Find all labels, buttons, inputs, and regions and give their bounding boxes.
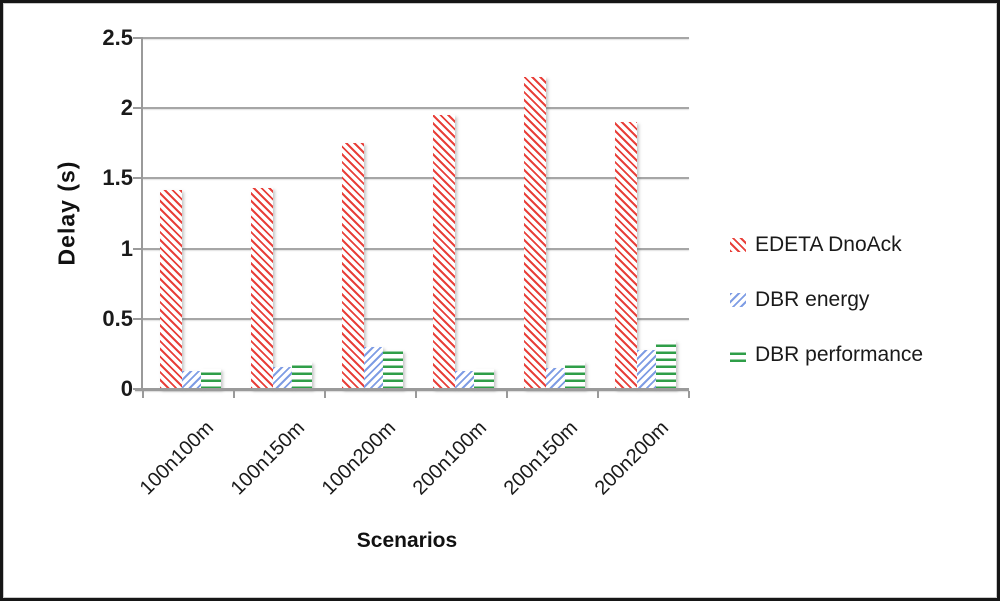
y-tick-mark [133, 177, 143, 180]
y-tick-label: 2.5 [102, 25, 133, 50]
gridline [143, 107, 689, 110]
bar-edeta-dnoack-100n150m [251, 188, 273, 389]
bar-edeta-dnoack-200n100m [433, 115, 455, 389]
bar-edeta-dnoack-200n200m [615, 122, 637, 389]
x-tick-mark [142, 391, 144, 398]
legend-label: DBR performance [755, 343, 924, 366]
legend-label: EDETA DnoAck [755, 233, 902, 256]
x-category-label: 200n200m [590, 417, 674, 500]
y-tick-mark [133, 37, 143, 39]
y-tick-mark [133, 317, 143, 320]
gridline [143, 177, 689, 180]
legend-swatch-icon [730, 238, 746, 252]
bar-dbr-performance-200n150m [565, 362, 585, 389]
y-axis-title: Delay (s) [53, 160, 80, 266]
y-axis-line [141, 37, 143, 390]
bar-dbr-performance-200n200m [656, 341, 676, 389]
y-tick-label: 2 [120, 95, 133, 121]
x-tick-mark [688, 391, 690, 398]
x-tick-mark [324, 391, 326, 398]
x-tick-mark [415, 391, 417, 398]
legend-item-dbr-performance: DBR performance [730, 342, 923, 368]
gridline [143, 37, 689, 39]
x-category-label: 200n150m [499, 417, 583, 500]
legend-swatch-icon [730, 293, 746, 307]
x-category-label: 100n150m [226, 417, 310, 500]
legend-item-edeta-dnoack: EDETA DnoAck [730, 232, 923, 258]
y-tick-mark [133, 247, 143, 250]
legend: EDETA DnoAck DBR energy DBR performance [730, 232, 923, 397]
gridline [143, 247, 689, 250]
y-tick-label: 0 [120, 376, 133, 401]
x-tick-mark [233, 391, 235, 398]
x-category-label: 100n200m [317, 417, 401, 500]
y-tick-label: 1 [120, 235, 133, 261]
legend-swatch-icon [730, 348, 746, 362]
chart-canvas: 0 0.5 1 1.5 2 2.5 100n100m 100n150m 100n200m 200n… [3, 3, 997, 598]
bar-dbr-performance-100n100m [201, 369, 221, 389]
bar-dbr-energy-200n150m [546, 368, 565, 389]
x-tick-mark [506, 391, 508, 398]
bar-dbr-energy-200n100m [455, 371, 474, 389]
bar-dbr-energy-100n100m [182, 371, 201, 389]
bar-dbr-energy-200n200m [637, 350, 656, 389]
y-tick-label: 0.5 [102, 305, 133, 331]
bar-dbr-energy-100n200m [364, 347, 383, 389]
bar-edeta-dnoack-100n100m [160, 190, 182, 389]
gridline [143, 317, 689, 320]
bar-dbr-performance-100n200m [383, 351, 403, 389]
y-tick-label: 1.5 [102, 165, 133, 191]
legend-item-dbr-energy: DBR energy [730, 287, 923, 313]
legend-label: DBR energy [755, 288, 870, 311]
y-tick-mark [133, 107, 143, 110]
x-axis-title: Scenarios [356, 529, 458, 552]
x-tick-mark [597, 391, 599, 398]
bar-dbr-energy-100n150m [273, 367, 292, 389]
bar-dbr-performance-200n100m [474, 369, 494, 389]
bar-dbr-performance-100n150m [292, 362, 312, 389]
x-category-label: 200n100m [408, 417, 492, 500]
x-category-label: 100n100m [135, 417, 219, 500]
bar-edeta-dnoack-100n200m [342, 143, 364, 389]
bar-edeta-dnoack-200n150m [524, 77, 546, 389]
x-axis-line [135, 388, 689, 391]
